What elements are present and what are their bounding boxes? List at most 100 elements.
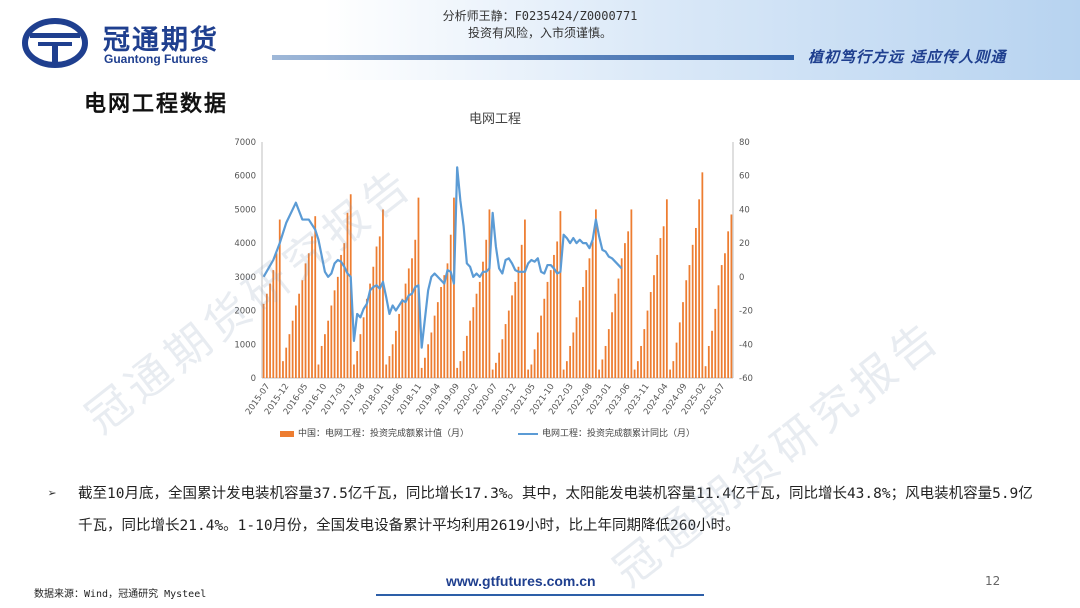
website-url[interactable]: www.gtfutures.com.cn — [446, 573, 596, 589]
bar — [607, 329, 610, 378]
bar — [653, 275, 655, 378]
bar — [662, 226, 665, 378]
legend-swatch-bar — [280, 430, 294, 437]
y-left-tick-label: 4000 — [234, 239, 256, 249]
bar — [411, 258, 413, 378]
bar — [343, 243, 346, 378]
bar — [575, 317, 578, 378]
bar — [730, 214, 733, 378]
bar — [320, 345, 323, 378]
legend-label-bar: 中国：电网工程：投资完成额累计值（月） — [298, 429, 470, 439]
bar — [336, 276, 339, 378]
bar — [388, 356, 391, 378]
y-left-tick-label: 7000 — [234, 138, 256, 148]
bar — [685, 280, 688, 378]
data-source: 数据来源：Wind，冠通研究 Mysteel — [34, 589, 207, 600]
bar — [485, 239, 488, 378]
bar — [269, 283, 271, 378]
bar — [365, 298, 368, 378]
bar — [624, 243, 626, 378]
bar — [340, 254, 342, 378]
bar — [414, 239, 417, 378]
page-title: 电网工程数据 — [84, 92, 229, 117]
bar — [711, 330, 713, 378]
bar — [691, 244, 694, 378]
bar — [301, 280, 304, 378]
y-left-tick-label: 0 — [251, 374, 256, 384]
y-right-tick-label: -60 — [739, 374, 753, 384]
bar — [569, 345, 571, 378]
y-right-tick-label: -40 — [739, 340, 753, 350]
bar — [433, 315, 436, 378]
bar — [585, 270, 588, 378]
bar — [282, 361, 284, 378]
bar — [307, 253, 310, 378]
bar — [465, 335, 468, 378]
y-right-tick-label: 20 — [739, 239, 750, 249]
y-right-tick-label: 80 — [739, 138, 750, 148]
bar — [478, 281, 481, 378]
bar — [533, 349, 536, 378]
summary-text: 截至10月底，全国累计发电装机容量37.5亿千瓦，同比增长17.3%。其中，太阳… — [78, 486, 1033, 534]
legend-item-line: 电网工程：投资完成额累计同比（月） — [518, 426, 695, 439]
bar — [453, 197, 455, 378]
bar — [427, 344, 430, 378]
bar — [498, 352, 500, 378]
bar — [391, 344, 394, 378]
bar — [591, 241, 594, 378]
analyst-license: 分析师王静：F0235424/Z0000771 — [442, 9, 638, 23]
footer-divider — [376, 594, 704, 596]
bar — [401, 298, 404, 378]
bar — [604, 345, 607, 378]
bar — [682, 302, 684, 378]
bar — [649, 292, 652, 378]
bar — [611, 312, 613, 378]
bar — [659, 238, 662, 378]
bar — [436, 302, 439, 378]
bar — [459, 361, 462, 378]
bar — [420, 367, 423, 378]
bar — [398, 313, 400, 378]
y-right-tick-label: 0 — [739, 273, 744, 283]
bar — [524, 219, 526, 378]
bar — [675, 342, 678, 378]
bar — [272, 270, 275, 378]
header-band — [0, 0, 1080, 80]
bar — [707, 345, 710, 378]
guantong-logo-icon — [22, 18, 88, 68]
bar — [669, 369, 671, 378]
y-left-tick-label: 1000 — [234, 340, 256, 350]
bar — [588, 258, 591, 378]
bar — [288, 334, 291, 378]
bar — [495, 362, 497, 378]
bar — [469, 320, 471, 378]
y-left-tick-label: 3000 — [234, 273, 256, 283]
bar — [714, 308, 717, 378]
legend-label-line: 电网工程：投资完成额累计同比（月） — [542, 429, 696, 439]
bar — [404, 283, 407, 378]
bar — [636, 361, 639, 378]
bar — [507, 310, 510, 378]
bar — [704, 366, 707, 378]
bar — [424, 357, 426, 378]
y-right-tick-label: -20 — [739, 307, 753, 317]
bar — [304, 263, 307, 378]
bar — [504, 324, 507, 378]
bar — [346, 212, 349, 378]
bar — [614, 293, 617, 378]
bar — [375, 246, 378, 378]
bar — [362, 317, 365, 378]
bar — [582, 286, 584, 378]
bar — [443, 275, 446, 378]
bar — [517, 266, 520, 378]
bar — [698, 199, 701, 378]
bar — [678, 322, 681, 378]
bar — [527, 369, 530, 378]
bar — [656, 254, 659, 378]
y-right-tick-label: 40 — [739, 205, 750, 215]
bar — [536, 332, 539, 378]
bar — [488, 209, 491, 378]
bar — [378, 236, 381, 378]
bar — [482, 261, 484, 378]
bar — [646, 310, 649, 378]
